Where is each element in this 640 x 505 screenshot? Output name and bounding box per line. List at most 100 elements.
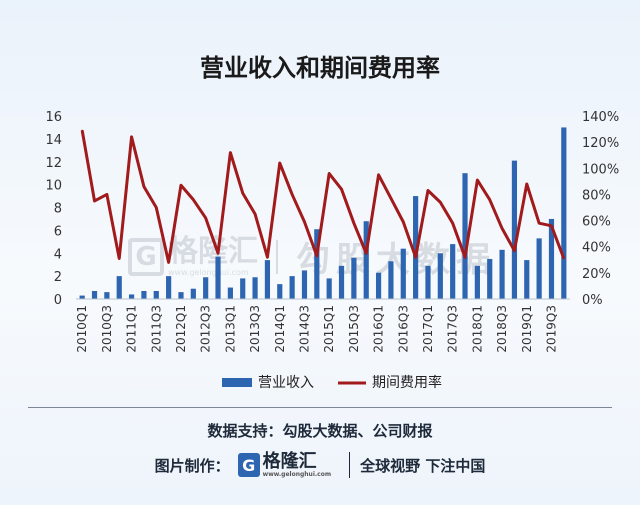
bar-2014Q3 [301,270,308,299]
x-tick-label: 2018Q3 [495,305,509,353]
bar-2010Q4 [116,276,122,300]
left-tick-label: 16 [45,110,62,125]
x-tick-label: 2012Q3 [199,305,213,353]
line-point-2013Q2 [241,192,244,194]
line-point-2015Q4 [365,252,368,255]
logo-url: www.gelonghui.com [262,470,332,478]
bar-2012Q1 [178,292,184,299]
bar-2016Q2 [388,261,394,299]
line-point-2016Q2 [390,197,392,200]
x-tick-label: 2015Q1 [322,305,336,353]
legend-bar-label: 营业收入 [258,375,314,391]
right-tick-label: 100% [582,162,619,177]
line-point-2017Q3 [451,222,454,224]
logo-icon: G [237,453,260,477]
line-point-2012Q4 [217,252,219,255]
line-point-2014Q2 [291,193,293,196]
line-point-2016Q1 [377,174,380,176]
bar-2017Q4 [462,173,468,299]
line-point-2011Q3 [155,206,158,209]
bar-2018Q3 [499,249,505,299]
bar-2019Q1 [524,260,530,299]
bar-2012Q4 [215,256,221,299]
right-tick-label: 40% [582,241,611,256]
line-point-2010Q3 [106,193,108,196]
line-point-2019Q3 [550,225,553,227]
bar-2013Q4 [264,260,271,299]
line-point-2018Q4 [513,249,516,252]
right-tick-label: 0% [582,293,603,308]
bar-2014Q1 [277,284,283,299]
bar-2017Q1 [425,265,431,299]
x-tick-label: 2010Q3 [100,305,114,353]
bar-2014Q4 [314,229,320,299]
line-point-2013Q4 [266,256,269,258]
line-point-2014Q1 [278,162,281,164]
line-point-2017Q4 [464,256,466,258]
x-tick-label: 2015Q3 [347,305,361,353]
footer-divider [28,407,612,408]
data-source: 数据支持：勾股大数据、公司财报 [207,422,433,440]
legend: 营业收入 期间费用率 [222,374,442,391]
line-point-2012Q2 [192,198,195,201]
line-point-2012Q3 [204,217,207,219]
bar-2018Q2 [487,258,493,299]
credit-divider [349,452,351,478]
line-point-2018Q1 [476,179,479,181]
bar-2014Q2 [289,276,295,300]
line-point-2018Q2 [488,198,491,201]
slogan: 全球视野 下注中国 [360,456,486,475]
bar-2010Q1 [79,295,85,299]
bar-2012Q2 [190,288,196,299]
x-tick-label: 2013Q3 [248,305,262,353]
line-point-2019Q1 [525,183,528,185]
right-tick-label: 140% [582,110,619,125]
bar-2016Q3 [400,248,406,299]
line-point-2015Q3 [353,222,355,224]
bar-2019Q2 [536,238,542,299]
x-tick-label: 2019Q3 [544,305,558,353]
x-tick-label: 2010Q1 [75,305,89,353]
line-point-2011Q2 [143,185,145,188]
x-tick-label: 2011Q1 [125,305,139,353]
bar-2011Q3 [153,290,159,299]
line-point-2010Q2 [93,200,96,202]
line-point-2018Q3 [501,227,503,230]
bar-2017Q2 [437,253,443,299]
bar-2015Q1 [326,278,332,299]
x-tick-label: 2016Q1 [372,305,386,353]
bar-2010Q3 [104,292,110,299]
bar-2011Q2 [141,290,147,299]
legend-bar-swatch [222,378,252,387]
line-point-2019Q2 [538,222,540,224]
bar-2011Q1 [128,294,135,299]
x-tick-label: 2017Q3 [446,305,460,353]
right-axis-ticks: 0% 20% 40% 60% 80% 100% 120% 140% [582,110,619,308]
line-point-2013Q3 [254,213,256,215]
left-tick-label: 2 [54,270,62,285]
line-point-2010Q1 [81,129,83,132]
x-tick-label: 2014Q1 [273,305,287,353]
bar-2019Q3 [548,218,555,299]
line-point-2011Q1 [130,136,133,138]
line-point-2017Q1 [427,189,429,192]
bar-2013Q3 [252,277,258,299]
chart-title: 营业收入和期间费用率 [200,54,440,82]
line-point-2016Q4 [414,256,417,258]
left-tick-label: 10 [45,179,62,194]
line-series [80,129,566,264]
line-point-2010Q4 [118,257,121,260]
line-point-2011Q4 [167,261,170,264]
x-tick-label: 2013Q1 [223,305,237,353]
right-tick-label: 60% [582,215,611,230]
left-tick-label: 4 [54,247,62,262]
bar-2018Q1 [474,265,480,299]
bar-2013Q2 [240,278,246,299]
line-point-2013Q1 [229,151,232,154]
line-point-2014Q4 [316,255,318,257]
bar-2017Q3 [450,244,456,299]
bar-2015Q2 [338,265,345,299]
bar-2015Q3 [351,257,357,299]
bar-2011Q4 [166,276,172,300]
chart: 0 2 4 6 8 10 12 14 16 0% 20% 40% 60% 80% 100% 120% 140%… [45,110,619,391]
